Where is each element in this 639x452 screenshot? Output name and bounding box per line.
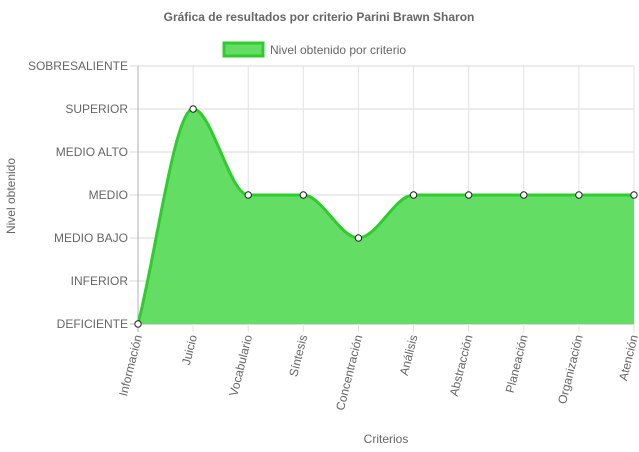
x-tick-label: Juicio	[179, 333, 200, 366]
x-tick-label: Concentración	[333, 333, 365, 411]
legend-label: Nivel obtenido por criterio	[270, 43, 406, 57]
x-tick-label: Abstracción	[447, 333, 476, 397]
series-points	[134, 105, 638, 328]
y-tick-label: DEFICIENTE	[57, 317, 128, 331]
x-tick-label: Vocabulario	[226, 333, 255, 398]
data-point	[409, 191, 418, 199]
data-point	[354, 234, 363, 242]
x-tick-label: Análisis	[397, 333, 421, 377]
y-tick-label: SUPERIOR	[65, 102, 128, 116]
data-point	[299, 191, 308, 199]
x-tick-label: Organización	[555, 333, 586, 405]
data-point	[134, 320, 142, 328]
y-tick-label: MEDIO ALTO	[56, 145, 128, 159]
x-axis-ticks: Información Juicio Vocabulario Síntesis Conc…	[116, 333, 639, 412]
y-tick-label: MEDIO BAJO	[54, 231, 128, 245]
chart-title: Gráfica de resultados por criterio Parin…	[164, 10, 475, 24]
y-tick-label: INFERIOR	[71, 274, 129, 288]
data-point	[244, 191, 252, 199]
y-tick-label: MEDIO	[89, 188, 128, 202]
x-tick-label: Atención	[616, 333, 639, 382]
data-point	[575, 191, 583, 199]
legend-swatch	[222, 41, 265, 58]
data-point	[189, 105, 197, 113]
legend[interactable]: Nivel obtenido por criterio	[222, 41, 406, 58]
x-tick-label: Planeación	[503, 333, 531, 394]
y-axis-title: Nivel obtenido	[4, 158, 18, 234]
x-tick-label: Información	[116, 333, 145, 397]
data-point	[630, 191, 638, 199]
data-point	[520, 191, 528, 199]
y-axis-ticks: DEFICIENTE INFERIOR MEDIO BAJO MEDIO MEDIO A…	[28, 59, 128, 331]
x-tick-label: Síntesis	[286, 333, 310, 378]
y-tick-label: SOBRESALIENTE	[28, 59, 128, 73]
x-axis-title: Criterios	[364, 432, 409, 446]
data-point	[464, 191, 473, 199]
